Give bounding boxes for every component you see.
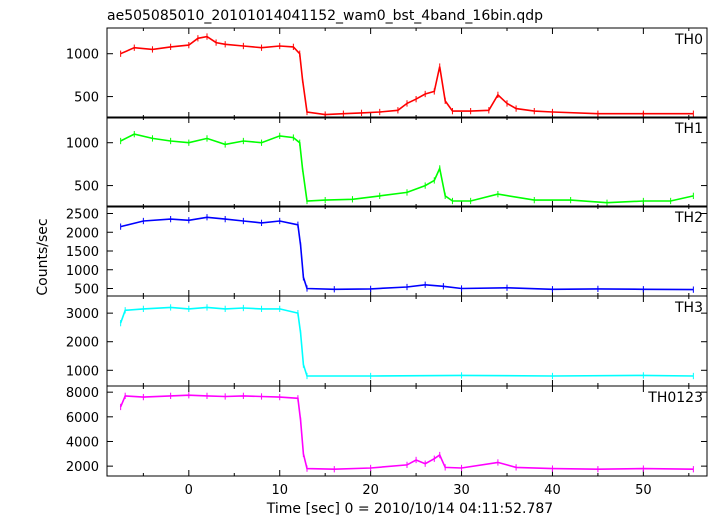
x-axis-label: Time [sec] 0 = 2010/10/14 04:11:52.787	[266, 501, 553, 516]
y-tick-label: 2000	[66, 226, 99, 241]
y-tick-label: 6000	[66, 411, 99, 426]
panel-th3: 1000 2000 3000 TH3	[66, 295, 708, 387]
panel-label: TH3	[674, 300, 703, 316]
panel-th0123: 2000 4000 6000 8000 TH0123	[66, 385, 708, 477]
panel-label: TH2	[674, 210, 703, 226]
panel-frame	[106, 385, 708, 477]
y-tick-label: 1500	[66, 245, 99, 260]
panel-label: TH0	[674, 32, 703, 48]
y-tick-label: 2500	[66, 208, 99, 223]
panel-label: TH1	[674, 121, 703, 137]
series-line-th0123	[119, 394, 694, 471]
y-tick-label: 2000	[66, 460, 99, 475]
y-tick-label: 8000	[66, 386, 99, 401]
x-axis: 0 10 20 30 40 50	[185, 483, 652, 498]
y-tick-label: 3000	[66, 307, 99, 322]
x-tick-label: 40	[544, 483, 561, 498]
y-tick-label: 500	[74, 180, 99, 195]
series-line-th0	[120, 35, 694, 116]
y-tick-label: 2000	[66, 336, 99, 351]
panel-label: TH0123	[647, 390, 703, 406]
panel-frame	[106, 27, 708, 119]
chart-title: ae505085010_20101014041152_wam0_bst_4ban…	[107, 8, 543, 24]
y-tick-label: 500	[74, 283, 99, 298]
panel-th0: 500 1000 TH0	[66, 27, 708, 119]
y-tick-label: 4000	[66, 435, 99, 450]
panel-frame	[106, 116, 708, 208]
series-line-th2	[120, 216, 694, 291]
series-line-th3	[119, 306, 694, 377]
y-tick-label: 1000	[66, 264, 99, 279]
x-tick-label: 10	[271, 483, 288, 498]
y-tick-label: 1000	[66, 364, 99, 379]
panel-frame	[106, 295, 708, 387]
x-tick-label: 0	[185, 483, 193, 498]
panel-th2: 500 1000 1500 2000 2500 TH2	[66, 205, 708, 298]
y-tick-label: 500	[74, 91, 99, 106]
y-tick-label: 1000	[66, 137, 99, 152]
y-axis-label: Counts/sec	[35, 218, 51, 295]
panel-th1: 500 1000 TH1	[66, 116, 708, 208]
y-tick-label: 1000	[66, 48, 99, 63]
panels-group: 500 1000 TH0 500 1000 TH1 500 1000 1500 2000 2500 T…	[66, 27, 708, 477]
x-tick-label: 20	[362, 483, 379, 498]
x-tick-label: 50	[635, 483, 652, 498]
x-tick-label: 30	[453, 483, 470, 498]
